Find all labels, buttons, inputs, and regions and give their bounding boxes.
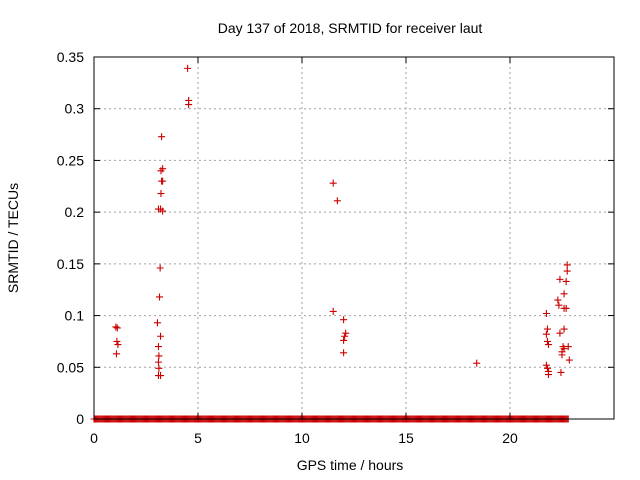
data-point <box>154 343 162 351</box>
data-point <box>159 207 167 215</box>
x-tick-label: 20 <box>502 430 518 446</box>
data-point <box>157 332 165 340</box>
data-point <box>560 345 568 353</box>
y-tick-label: 0 <box>76 411 84 427</box>
data-point <box>560 325 568 333</box>
data-point <box>542 361 550 369</box>
data-point <box>155 352 163 360</box>
y-tick-label: 0.1 <box>65 308 85 324</box>
data-point <box>159 177 167 185</box>
data-points <box>112 64 573 380</box>
y-tick-label: 0.2 <box>65 204 85 220</box>
data-point <box>341 332 349 340</box>
data-point <box>329 307 337 315</box>
data-point <box>155 364 163 372</box>
data-point <box>157 372 165 380</box>
data-point <box>543 337 551 345</box>
grid <box>94 57 614 419</box>
data-point <box>556 329 564 337</box>
y-tick-label: 0.35 <box>57 49 84 65</box>
data-point <box>556 275 564 283</box>
data-point <box>113 324 121 332</box>
data-point <box>329 179 337 187</box>
data-point <box>185 101 193 109</box>
data-point <box>114 341 122 349</box>
y-axis-title: SRMTID / TECUs <box>5 183 21 293</box>
data-point <box>554 296 562 304</box>
data-point <box>564 343 572 351</box>
data-point <box>340 336 348 344</box>
data-point <box>542 310 550 318</box>
data-point <box>560 290 568 298</box>
data-point <box>156 293 164 301</box>
data-point <box>340 316 348 324</box>
data-point <box>113 337 121 345</box>
data-point <box>333 197 341 205</box>
data-point <box>159 165 167 173</box>
data-point <box>153 319 161 327</box>
y-tick-labels: 0 0.05 0.1 0.15 0.2 0.25 0.3 0.35 <box>57 49 84 427</box>
data-point <box>562 304 570 312</box>
data-point <box>543 325 551 333</box>
y-tick-label: 0.05 <box>57 359 84 375</box>
axis-ticks <box>93 56 614 420</box>
x-tick-label: 10 <box>294 430 310 446</box>
data-point <box>563 261 571 269</box>
y-tick-label: 0.25 <box>57 152 84 168</box>
data-point <box>156 264 164 272</box>
data-point <box>112 350 120 358</box>
data-point <box>157 190 165 198</box>
data-point <box>555 301 563 309</box>
data-point <box>543 364 551 372</box>
data-point <box>542 330 550 338</box>
x-tick-label: 15 <box>398 430 414 446</box>
data-point <box>340 349 348 357</box>
x-tick-labels: 0 5 10 15 20 <box>90 430 518 446</box>
data-point <box>184 64 192 72</box>
x-tick-label: 5 <box>194 430 202 446</box>
data-point <box>565 356 573 364</box>
data-point <box>544 341 552 349</box>
plot-frame <box>93 56 615 420</box>
data-point <box>562 277 570 285</box>
data-point <box>544 371 552 379</box>
chart-title: Day 137 of 2018, SRMTID for receiver lau… <box>218 20 483 36</box>
data-point <box>558 351 566 359</box>
data-point <box>563 267 571 275</box>
x-axis-title: GPS time / hours <box>297 457 404 473</box>
data-point <box>154 358 162 366</box>
data-point <box>158 133 166 141</box>
y-tick-label: 0.3 <box>65 101 85 117</box>
data-point <box>342 329 350 337</box>
x-tick-label: 0 <box>90 430 98 446</box>
y-tick-label: 0.15 <box>57 256 84 272</box>
data-point <box>112 323 120 331</box>
data-point <box>473 359 481 367</box>
data-point <box>557 368 565 376</box>
